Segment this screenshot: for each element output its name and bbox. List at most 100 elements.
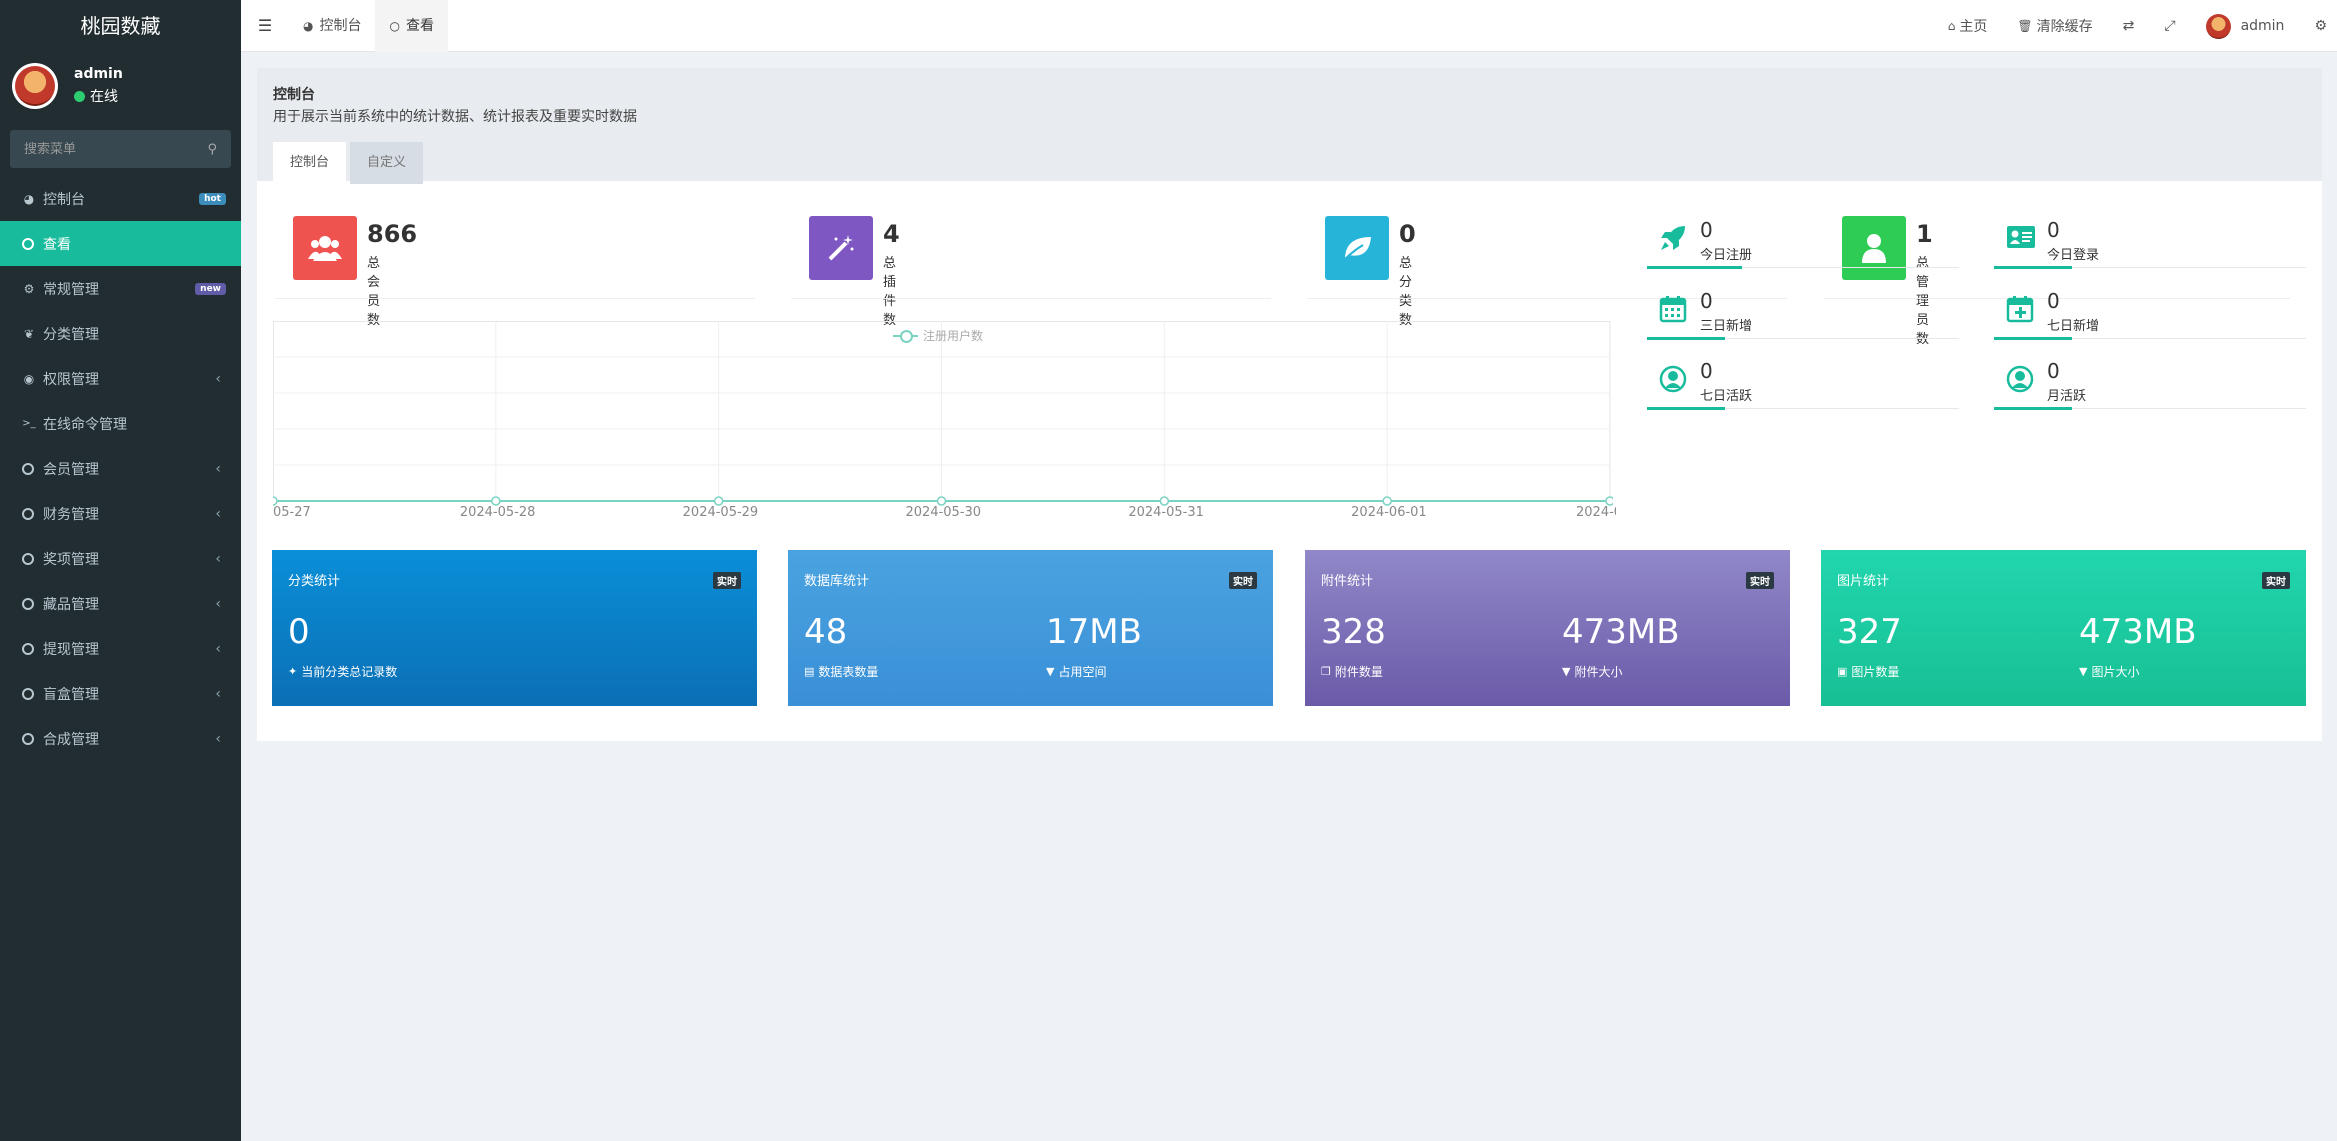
chevron-left-icon: ‹	[215, 685, 221, 702]
tab-view[interactable]: ○ 查看	[375, 0, 448, 52]
data-point[interactable]	[1382, 496, 1392, 506]
chevron-left-icon: ‹	[215, 460, 221, 477]
vcard-icon	[2006, 224, 2036, 254]
x-tick-label: 05-27	[273, 505, 311, 520]
sidebar-item-synthesis[interactable]: 合成管理 ‹	[0, 716, 241, 761]
circle-icon	[22, 642, 34, 655]
user-status: 在线	[74, 86, 123, 106]
files-icon: ❐	[1321, 665, 1331, 678]
circle-icon	[22, 732, 34, 745]
stat-value: 1	[1916, 220, 1933, 248]
image-icon: ▣	[1837, 665, 1848, 678]
circle-icon	[22, 597, 34, 610]
sidebar-item-withdraw[interactable]: 提现管理 ‹	[0, 626, 241, 671]
stat-label: 总会员数	[367, 256, 381, 328]
user-menu[interactable]: admin	[2191, 13, 2300, 39]
card-sub-label: ▣ 图片数量	[1837, 665, 1900, 679]
language-button[interactable]: ⇄	[2108, 18, 2150, 34]
sidebar-toggle-icon[interactable]: ☰	[257, 16, 273, 35]
card-sub-label: ▤ 数据表数量	[804, 665, 879, 679]
registration-chart: 注册用户数 05-27 2024-05-28 2024-05-29 2024-05-3…	[268, 321, 1616, 526]
card-value: 328	[1321, 612, 1386, 652]
card-title: 附件统计	[1321, 574, 1374, 589]
data-point[interactable]	[713, 496, 724, 506]
card-value: 48	[804, 612, 848, 652]
chevron-left-icon: ‹	[215, 595, 221, 612]
filter-icon: ▼	[1562, 665, 1571, 678]
page-title: 控制台	[273, 87, 315, 103]
avatar[interactable]	[12, 63, 58, 109]
language-icon: ⇄	[2122, 18, 2135, 34]
hot-badge: hot	[199, 192, 226, 205]
user-status-label: 在线	[90, 89, 118, 105]
card-attachment-stats: 附件统计 实时 328 ❐ 附件数量 473MB ▼ 附件大小	[1305, 550, 1790, 706]
realtime-badge: 实时	[713, 572, 741, 589]
sidebar-item-finance[interactable]: 财务管理 ‹	[0, 491, 241, 536]
magic-icon: ✦	[288, 665, 298, 678]
card-sub-label: ▼ 占用空间	[1046, 665, 1107, 679]
sidebar-item-blindbox[interactable]: 盲盒管理 ‹	[0, 671, 241, 716]
mini-stat-label: 今日注册	[1700, 248, 1753, 263]
chevron-left-icon: ‹	[215, 640, 221, 657]
card-value: 17MB	[1046, 612, 1142, 652]
card-image-stats: 图片统计 实时 327 ▣ 图片数量 473MB ▼ 图片大小	[1821, 550, 2306, 706]
sidebar-item-command[interactable]: >_ 在线命令管理	[22, 416, 127, 433]
mini-stat-label: 今日登录	[2047, 248, 2100, 263]
settings-button[interactable]: ⚙	[2299, 18, 2337, 34]
data-point[interactable]	[1605, 496, 1615, 506]
mini-stat-three-day-new: 0 三日新增	[1647, 289, 1959, 357]
tab-dashboard[interactable]: ◕ 控制台	[289, 0, 375, 52]
mini-stat-today-register: 0 今日注册	[1647, 218, 1959, 286]
terminal-icon: >_	[22, 418, 36, 429]
x-tick-label: 2024-05-31	[1128, 505, 1204, 520]
data-point[interactable]	[491, 496, 501, 506]
user-circle-icon	[1659, 365, 1689, 395]
online-dot-icon	[74, 90, 85, 102]
sidebar-menu: ◕ 控制台 hot 查看 ⚙ 常规管理 new ❦ 分类管理 ◉ 权限管理 ‹ >_ 在线命令管…	[0, 176, 241, 761]
sidebar-item-general[interactable]: ⚙ 常规管理 new	[0, 266, 241, 311]
search-icon[interactable]: ⚲	[207, 141, 217, 157]
menu-search-input[interactable]	[24, 141, 194, 157]
realtime-badge: 实时	[2262, 572, 2290, 589]
stat-label: 总分类数	[1399, 256, 1413, 328]
sidebar-item-dashboard[interactable]: ◕ 控制台 hot	[0, 176, 241, 221]
mini-stat-monthly-active: 0 月活跃	[1994, 359, 2306, 427]
data-point[interactable]	[268, 496, 278, 506]
chevron-left-icon: ‹	[215, 550, 221, 567]
sidebar-item-member[interactable]: 会员管理 ‹	[0, 446, 241, 491]
sidebar-item-award[interactable]: 奖项管理 ‹	[0, 536, 241, 581]
sidebar-item-view[interactable]: 查看	[0, 221, 241, 266]
circle-icon	[22, 552, 34, 565]
home-link[interactable]: ⌂ 主页	[1947, 19, 1988, 35]
sidebar-item-category[interactable]: ❦ 分类管理	[23, 326, 99, 343]
card-sub-label: ❐ 附件数量	[1321, 665, 1383, 679]
tab-custom[interactable]: 自定义	[350, 142, 424, 184]
main-panel: 控制台 用于展示当前系统中的统计数据、统计报表及重要实时数据 控制台 自定义 8…	[257, 68, 2322, 741]
tab-dashboard[interactable]: 控制台	[273, 142, 347, 184]
calendar-plus-icon	[2006, 295, 2036, 325]
fullscreen-button[interactable]: ⤢	[2149, 18, 2190, 34]
cogs-icon: ⚙	[2314, 18, 2327, 34]
new-badge: new	[195, 282, 226, 295]
stat-label: 总插件数	[883, 256, 897, 328]
sidebar-item-auth[interactable]: ◉ 权限管理 ‹	[23, 370, 221, 388]
mini-stat-today-login: 0 今日登录	[1994, 218, 2306, 286]
filter-icon: ▼	[1046, 665, 1055, 678]
legend-label: 注册用户数	[923, 329, 984, 343]
panel-heading: 控制台 用于展示当前系统中的统计数据、统计报表及重要实时数据 控制台 自定义	[257, 68, 2322, 184]
users-icon	[293, 216, 357, 280]
circle-icon	[22, 462, 34, 475]
card-title: 图片统计	[1837, 574, 1890, 589]
card-sub-label: ▼ 附件大小	[1562, 665, 1623, 679]
mini-stat-label: 月活跃	[2047, 389, 2087, 404]
chart-legend[interactable]: 注册用户数	[893, 327, 983, 344]
data-point[interactable]	[936, 496, 947, 506]
sidebar-item-collection[interactable]: 藏品管理 ‹	[0, 581, 241, 626]
calendar-icon	[1659, 295, 1689, 325]
mini-stat-label: 三日新增	[1700, 319, 1753, 334]
brand-logo[interactable]: 桃园数藏	[0, 0, 241, 52]
card-category-stats: 分类统计 实时 0 ✦ 当前分类总记录数	[272, 550, 757, 706]
clear-cache-button[interactable]: 🗑 清除缓存	[2017, 19, 2093, 35]
data-point[interactable]	[1159, 496, 1170, 506]
circle-icon	[22, 237, 34, 250]
